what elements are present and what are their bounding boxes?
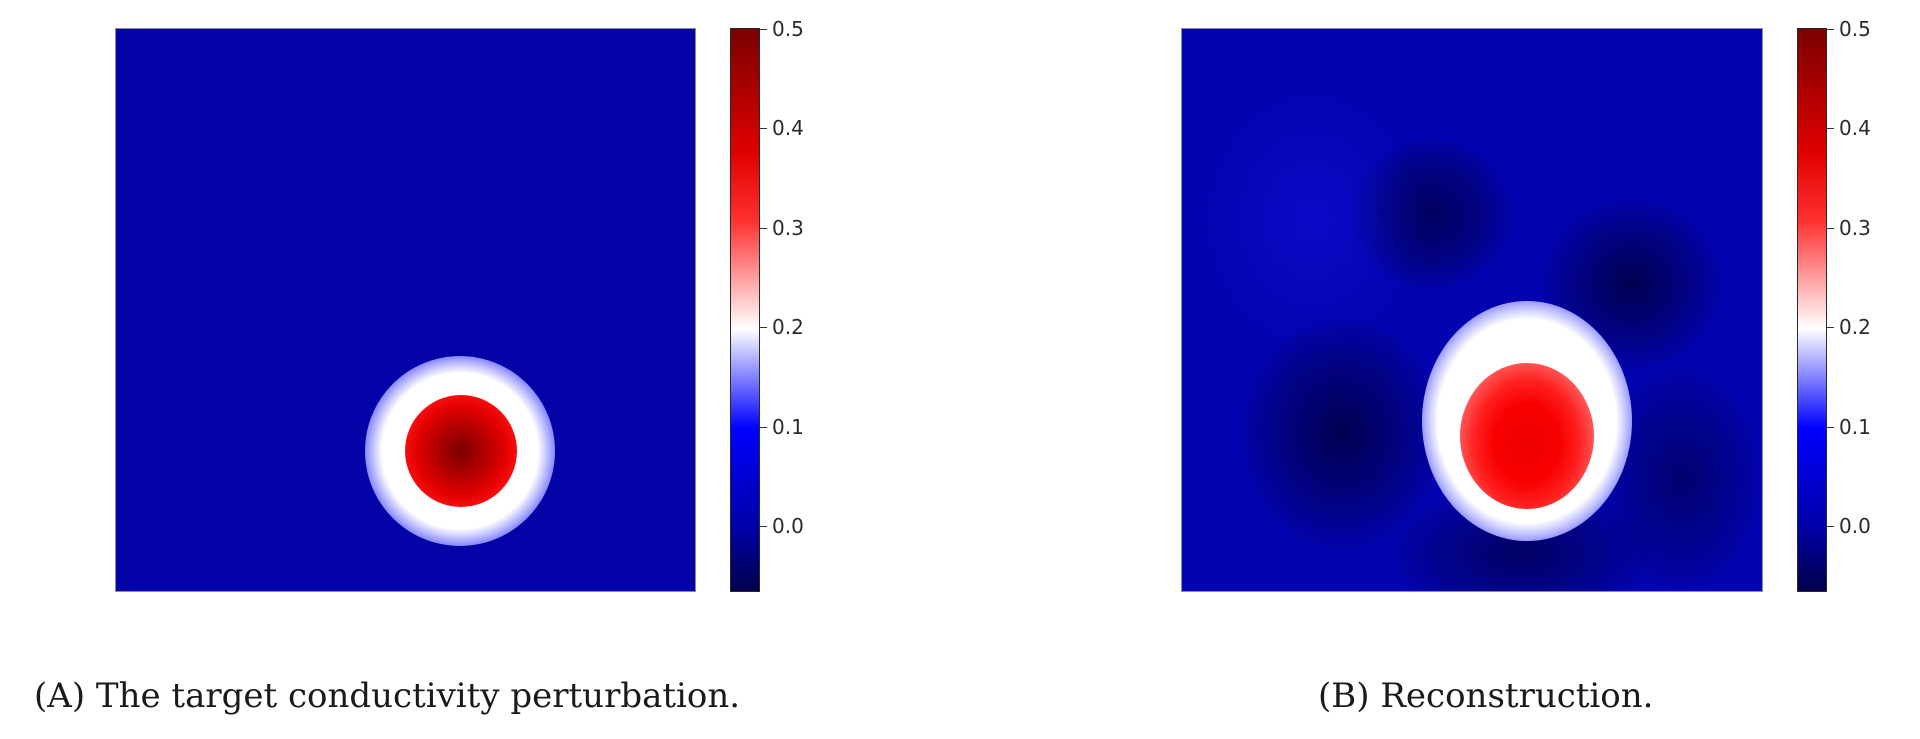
heatmap-target xyxy=(116,29,695,591)
caption-b: (B) Reconstruction. xyxy=(1318,676,1653,716)
colorbar-b-tick-0.3: 0.3 xyxy=(1839,216,1871,240)
caption-b-text: Reconstruction. xyxy=(1380,676,1654,716)
colorbar-b-tick-0.1: 0.1 xyxy=(1839,415,1871,439)
colorbar-a-tick-0.2: 0.2 xyxy=(772,315,804,339)
inclusion-core xyxy=(1460,363,1594,509)
colorbar-b-tick-0.5: 0.5 xyxy=(1839,17,1871,41)
caption-a: (A) The target conductivity perturbation… xyxy=(34,676,740,716)
colorbar-b-tick-0.4: 0.4 xyxy=(1839,116,1871,140)
heatmap-reconstruction xyxy=(1182,29,1762,591)
artifact-top-left-glow xyxy=(1202,89,1422,349)
inclusion-core xyxy=(405,395,517,507)
caption-a-label: (A) xyxy=(34,676,86,716)
panel-a: 0.5 0.4 0.3 0.2 0.1 0.0 (A) The target c… xyxy=(34,17,804,716)
caption-a-text: The target conductivity perturbation. xyxy=(95,676,741,716)
colorbar-a-tick-0.0: 0.0 xyxy=(772,514,804,538)
artifact-left xyxy=(1242,319,1442,549)
colorbar-b-tick-0.2: 0.2 xyxy=(1839,315,1871,339)
colorbar-a-tick-0.3: 0.3 xyxy=(772,216,804,240)
colorbar-a: 0.5 0.4 0.3 0.2 0.1 0.0 xyxy=(731,17,804,591)
colorbar-a-tick-0.4: 0.4 xyxy=(772,116,804,140)
colorbar-b: 0.5 0.4 0.3 0.2 0.1 0.0 xyxy=(1798,17,1871,591)
artifact-top xyxy=(1352,139,1512,289)
colorbar-b-tick-0.0: 0.0 xyxy=(1839,514,1871,538)
colorbar-a-tick-0.1: 0.1 xyxy=(772,415,804,439)
caption-b-label: (B) xyxy=(1318,676,1370,716)
colorbar-a-tick-0.5: 0.5 xyxy=(772,17,804,41)
